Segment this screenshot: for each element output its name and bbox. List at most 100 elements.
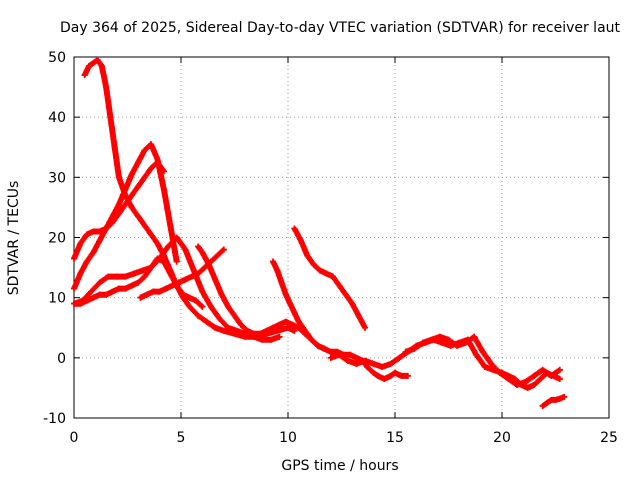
- data-point: [299, 324, 306, 331]
- data-point: [387, 372, 394, 379]
- data-point: [113, 273, 120, 280]
- data-point: [165, 243, 172, 250]
- data-point: [327, 354, 334, 361]
- data-point: [111, 144, 118, 151]
- data-point: [216, 315, 223, 322]
- data-point: [218, 291, 225, 298]
- data-point: [297, 237, 304, 244]
- data-point: [173, 234, 180, 241]
- data-point: [552, 396, 559, 403]
- data-point: [96, 237, 103, 244]
- data-point: [471, 333, 478, 340]
- data-point: [511, 375, 518, 382]
- data-point: [128, 171, 135, 178]
- data-point: [167, 222, 174, 229]
- data-point: [308, 336, 315, 343]
- x-tick-label: 25: [600, 430, 618, 446]
- data-point: [436, 333, 443, 340]
- data-point: [180, 291, 187, 298]
- data-point: [347, 351, 354, 358]
- data-point: [105, 273, 112, 280]
- data-point: [398, 372, 405, 379]
- data-point: [349, 300, 356, 307]
- data-point: [109, 288, 116, 295]
- data-point: [88, 288, 95, 295]
- data-point: [192, 297, 199, 304]
- data-point: [128, 192, 135, 199]
- data-point: [143, 291, 150, 298]
- data-point: [276, 333, 283, 340]
- data-point: [370, 360, 377, 367]
- data-point: [220, 246, 227, 253]
- data-point: [329, 273, 336, 280]
- data-point: [128, 282, 135, 289]
- data-point: [379, 363, 386, 370]
- data-point: [96, 279, 103, 286]
- x-tick-label: 15: [386, 430, 404, 446]
- data-point: [314, 342, 321, 349]
- data-point: [83, 231, 90, 238]
- data-point: [90, 294, 97, 301]
- data-point: [278, 279, 285, 286]
- x-tick-label: 10: [279, 430, 297, 446]
- data-point: [148, 231, 155, 238]
- data-point: [353, 360, 360, 367]
- data-point: [122, 201, 129, 208]
- data-point: [454, 342, 461, 349]
- data-point: [103, 84, 110, 91]
- data-point: [90, 228, 97, 235]
- data-point: [141, 174, 148, 181]
- data-point: [122, 273, 129, 280]
- data-point: [257, 330, 264, 337]
- data-point: [195, 243, 202, 250]
- data-point: [115, 210, 122, 217]
- data-point: [122, 186, 129, 193]
- data-point: [233, 327, 240, 334]
- data-point: [220, 327, 227, 334]
- data-point: [98, 63, 105, 70]
- data-point: [77, 300, 84, 307]
- data-point: [304, 252, 311, 259]
- data-point: [115, 174, 122, 181]
- data-point: [270, 258, 277, 265]
- data-point: [488, 360, 495, 367]
- data-point: [411, 345, 418, 352]
- data-point: [237, 321, 244, 328]
- data-point: [524, 384, 531, 391]
- data-point: [259, 336, 266, 343]
- data-point: [107, 114, 114, 121]
- data-point: [481, 363, 488, 370]
- series-track-4: [71, 234, 283, 343]
- data-point: [270, 324, 277, 331]
- x-axis-label: GPS time / hours: [281, 458, 398, 474]
- data-point: [199, 288, 206, 295]
- data-point: [175, 279, 182, 286]
- data-point: [327, 348, 334, 355]
- data-point: [289, 321, 296, 328]
- series-track-1: [71, 159, 167, 262]
- data-point: [128, 204, 135, 211]
- data-point: [135, 183, 142, 190]
- y-tick-label: 30: [48, 170, 66, 186]
- data-point: [173, 258, 180, 265]
- data-point: [135, 213, 142, 220]
- data-point: [404, 372, 411, 379]
- series-track-11: [402, 333, 563, 388]
- data-point: [77, 240, 84, 247]
- data-point: [71, 285, 77, 292]
- x-tick-label: 5: [177, 430, 186, 446]
- data-point: [212, 324, 219, 331]
- data-point: [362, 324, 369, 331]
- data-point: [163, 285, 170, 292]
- data-point: [103, 291, 110, 298]
- data-point: [276, 321, 283, 328]
- data-point: [355, 312, 362, 319]
- data-point: [291, 225, 298, 232]
- data-point: [150, 288, 157, 295]
- data-point: [556, 395, 563, 402]
- data-point: [182, 276, 189, 283]
- data-point: [531, 372, 538, 379]
- data-point: [71, 300, 77, 307]
- data-point: [362, 357, 369, 364]
